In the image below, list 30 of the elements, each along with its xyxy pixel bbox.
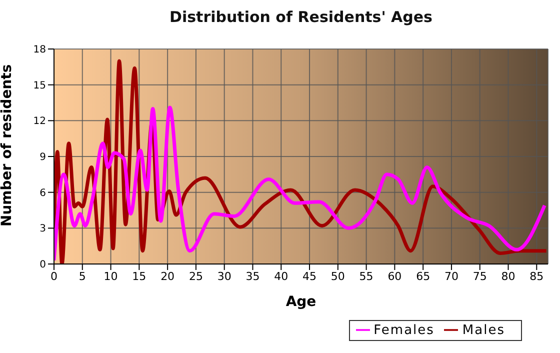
y-tick-label: 15: [33, 80, 46, 92]
x-axis-title: Age: [286, 294, 316, 310]
chart-title: Distribution of Residents' Ages: [168, 8, 434, 26]
legend-label: Males: [462, 323, 505, 338]
legend-label: Females: [374, 323, 434, 338]
x-tick-label: 50: [330, 270, 345, 283]
x-tick-label: 10: [104, 270, 118, 283]
x-tick-label: 75: [472, 270, 487, 283]
x-tick-label: 70: [444, 270, 458, 283]
y-tick-label: 12: [33, 116, 46, 128]
x-tick-label: 55: [359, 270, 374, 283]
x-tick-label: 15: [132, 270, 146, 283]
x-tick-label: 40: [274, 270, 288, 283]
y-tick-label: 9: [40, 152, 46, 164]
x-tick-label: 65: [416, 270, 430, 283]
y-tick-label: 6: [40, 188, 46, 199]
x-tick-label: 20: [160, 270, 175, 283]
y-axis-title: Number of residents: [0, 64, 15, 226]
x-tick-label: 80: [501, 270, 516, 283]
y-tick-label: 18: [33, 44, 46, 56]
x-tick-label: 0: [50, 270, 58, 283]
x-tick-label: 5: [78, 270, 86, 283]
x-tick-label: 35: [246, 270, 260, 283]
x-tick-label: 25: [188, 270, 203, 283]
x-tick-label: 30: [217, 270, 232, 283]
y-tick-label: 3: [40, 224, 46, 235]
x-tick-label: 60: [388, 270, 402, 283]
x-tick-label: 85: [530, 270, 544, 283]
x-tick-label: 45: [302, 270, 317, 283]
y-tick-label: 0: [40, 260, 46, 271]
